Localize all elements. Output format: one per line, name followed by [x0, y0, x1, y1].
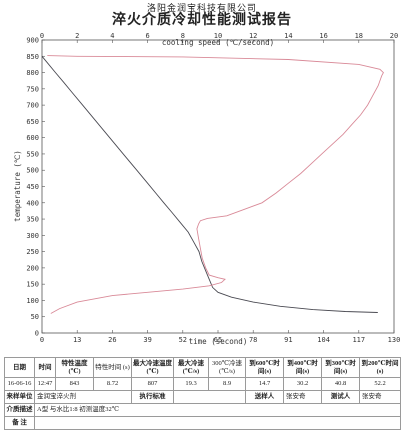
x-tick-label: 130 — [388, 336, 401, 344]
x2-tick-label: 12 — [249, 32, 257, 40]
result-table: 日期 时间 特性温度 (℃) 特性时间 (s) 最大冷速温度(℃) 最大冷速 (… — [4, 357, 401, 430]
x-tick-label: 13 — [73, 336, 81, 344]
sender-label: 送样人 — [245, 390, 284, 404]
y-tick-label: 550 — [26, 150, 39, 158]
header-cell: 时间 — [34, 357, 56, 378]
y-tick-label: 0 — [35, 330, 39, 338]
x-tick-label: 65 — [214, 336, 222, 344]
value-cell: 8.72 — [93, 377, 132, 391]
y-tick-label: 700 — [26, 102, 39, 110]
sample-unit-label: 来样单位 — [4, 390, 35, 404]
y-tick-label: 500 — [26, 167, 39, 175]
x2-axis-ticks: 0 2 4 6 8 10 12 14 16 18 20 — [40, 32, 398, 43]
tester-value: 张安奇 — [359, 390, 401, 404]
y-tick-label: 400 — [26, 199, 39, 207]
value-cell: 52.2 — [359, 377, 401, 391]
x2-tick-label: 10 — [214, 32, 222, 40]
tester-label: 测试人 — [321, 390, 360, 404]
medium-label: 介质描述 — [4, 403, 35, 417]
x-axis-ticks: 0 13 26 39 52 65 78 91 104 117 130 — [40, 330, 400, 344]
date-cell: 16-06-16 — [4, 377, 35, 391]
y-tick-label: 650 — [26, 118, 39, 126]
header-cell: 300℃冷速(℃/s) — [208, 357, 246, 378]
y-tick-label: 150 — [26, 281, 39, 289]
report-title: 淬火介质冷却性能测试报告 — [112, 13, 292, 28]
value-cell: 40.8 — [321, 377, 360, 391]
table-row: 来样单位 金润宝淬火剂 执行标准 送样人 张安奇 测试人 张安奇 — [4, 390, 401, 404]
y-tick-label: 600 — [26, 134, 39, 142]
x2-axis-label: cooling speed (℃/second) — [162, 38, 274, 47]
y-tick-label: 300 — [26, 232, 39, 240]
series-group — [41, 55, 384, 314]
header-cell: 特性时间 (s) — [93, 357, 132, 378]
x-tick-label: 104 — [317, 336, 330, 344]
x-tick-label: 26 — [108, 336, 116, 344]
x2-tick-label: 20 — [390, 32, 398, 40]
header-cell: 到300℃时间(s) — [321, 357, 360, 378]
value-cell: 14.7 — [245, 377, 284, 391]
table-header-row: 日期 时间 特性温度 (℃) 特性时间 (s) 最大冷速温度(℃) 最大冷速 (… — [4, 357, 401, 378]
remark-label: 备 注 — [4, 416, 35, 430]
standard-value — [173, 390, 246, 404]
header-cell: 最大冷速 (℃/s) — [173, 357, 209, 378]
remark-value — [34, 416, 401, 430]
y-tick-label: 250 — [26, 248, 39, 256]
x-tick-label: 39 — [143, 336, 151, 344]
x2-tick-label: 0 — [40, 32, 44, 40]
x2-tick-label: 8 — [181, 32, 185, 40]
y-axis-label: temperature (℃) — [13, 150, 22, 222]
y-tick-label: 900 — [26, 37, 39, 45]
x-tick-label: 0 — [40, 336, 44, 344]
x-tick-label: 117 — [352, 336, 365, 344]
x2-tick-label: 18 — [355, 32, 363, 40]
value-cell: 19.3 — [173, 377, 209, 391]
value-cell: 8.9 — [208, 377, 246, 391]
table-row: 备 注 — [4, 416, 401, 430]
x-axis-label: time (second) — [189, 337, 248, 346]
y-tick-label: 850 — [26, 53, 39, 61]
header-cell: 到200℃时间(s) — [359, 357, 401, 378]
plot-area — [41, 39, 395, 334]
sender-value: 张安奇 — [283, 390, 322, 404]
sample-unit-value: 金润宝淬火剂 — [34, 390, 132, 404]
value-cell: 30.2 — [283, 377, 322, 391]
x-tick-label: 78 — [249, 336, 257, 344]
standard-label: 执行标准 — [131, 390, 174, 404]
y-tick-label: 50 — [31, 313, 39, 321]
time-cell: 12:47 — [34, 377, 56, 391]
x2-tick-label: 14 — [284, 32, 292, 40]
y-tick-label: 750 — [26, 85, 39, 93]
x2-tick-label: 6 — [145, 32, 149, 40]
cooling-speed-line — [47, 55, 384, 314]
header-cell: 日期 — [4, 357, 35, 378]
y-tick-label: 450 — [26, 183, 39, 191]
header-cell: 到600℃时间(s) — [245, 357, 284, 378]
table-row: 16-06-16 12:47 843 8.72 807 19.3 8.9 14.… — [4, 377, 401, 391]
header-cell: 最大冷速温度(℃) — [131, 357, 174, 378]
y-tick-label: 100 — [26, 297, 39, 305]
value-cell: 843 — [55, 377, 94, 391]
table-row: 介质描述 A型 与水比1:8 初测温度32℃ — [4, 403, 401, 417]
y-axis-ticks: 0 50 100 150 200 250 300 350 400 450 500 550 600 650 7… — [26, 37, 45, 338]
value-cell: 807 — [131, 377, 174, 391]
cooling-curve-chart: 0501001502002503003504004505005506006507… — [13, 32, 400, 346]
y-tick-label: 800 — [26, 69, 39, 77]
y-tick-label: 350 — [26, 216, 39, 224]
x-tick-label: 52 — [179, 336, 187, 344]
header-cell: 特性温度 (℃) — [55, 357, 94, 378]
temperature-time-line — [41, 56, 378, 313]
x2-tick-label: 16 — [319, 32, 327, 40]
company-name: 洛阳金润宝科技有限公司 — [146, 3, 257, 13]
x2-tick-label: 4 — [110, 32, 114, 40]
y-tick-label: 200 — [26, 264, 39, 272]
x2-tick-label: 2 — [75, 32, 79, 40]
medium-value: A型 与水比1:8 初测温度32℃ — [34, 403, 401, 417]
x-tick-label: 91 — [284, 336, 292, 344]
header-cell: 到400℃时间(s) — [283, 357, 322, 378]
